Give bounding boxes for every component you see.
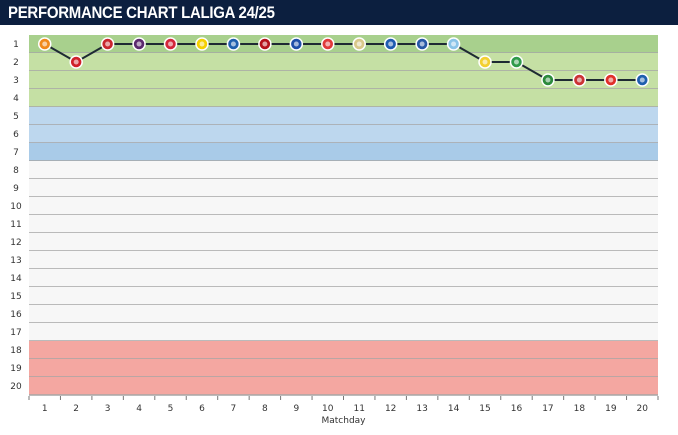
badge-detail bbox=[105, 41, 111, 47]
badge-detail bbox=[639, 77, 645, 83]
badge-detail bbox=[325, 41, 331, 47]
y-tick-label: 9 bbox=[13, 184, 19, 194]
zone-row-mid bbox=[29, 251, 658, 269]
badge-detail bbox=[168, 41, 174, 47]
zone-row-mid bbox=[29, 179, 658, 197]
header-bar: PERFORMANCE CHART LALIGA 24/25 bbox=[0, 0, 678, 25]
badge-detail bbox=[199, 41, 205, 47]
badge-detail bbox=[513, 59, 519, 65]
y-tick-label: 12 bbox=[10, 238, 21, 248]
badge-detail bbox=[293, 41, 299, 47]
zone-row-europa bbox=[29, 107, 658, 125]
zone-row-mid bbox=[29, 287, 658, 305]
y-tick-label: 13 bbox=[10, 256, 21, 266]
y-tick-label: 18 bbox=[10, 346, 22, 356]
zone-row-relegation bbox=[29, 359, 658, 377]
y-tick-label: 6 bbox=[13, 130, 19, 140]
y-tick-label: 4 bbox=[13, 94, 19, 104]
y-tick-label: 20 bbox=[10, 382, 22, 392]
zone-row-mid bbox=[29, 233, 658, 251]
badge-detail bbox=[576, 77, 582, 83]
x-tick-label: 20 bbox=[637, 404, 649, 414]
x-tick-label: 18 bbox=[574, 404, 586, 414]
x-tick-label: 5 bbox=[168, 404, 174, 414]
x-tick-label: 11 bbox=[353, 404, 364, 414]
y-tick-label: 14 bbox=[10, 274, 22, 284]
badge-detail bbox=[73, 59, 79, 65]
x-tick-label: 8 bbox=[262, 404, 268, 414]
x-tick-label: 7 bbox=[231, 404, 237, 414]
zone-row-mid bbox=[29, 161, 658, 179]
badge-detail bbox=[230, 41, 236, 47]
badge-detail bbox=[608, 77, 614, 83]
badge-detail bbox=[451, 41, 457, 47]
zone-row-relegation bbox=[29, 341, 658, 359]
x-tick-label: 13 bbox=[416, 404, 427, 414]
zone-row-relegation bbox=[29, 377, 658, 395]
badge-detail bbox=[262, 41, 268, 47]
y-tick-label: 11 bbox=[10, 220, 21, 230]
zone-row-europa bbox=[29, 143, 658, 161]
x-tick-label: 14 bbox=[448, 404, 460, 414]
y-tick-label: 3 bbox=[13, 76, 19, 86]
zone-row-champions-league bbox=[29, 89, 658, 107]
badge-detail bbox=[356, 41, 362, 47]
x-tick-label: 12 bbox=[385, 404, 396, 414]
badge-detail bbox=[136, 41, 142, 47]
x-tick-label: 15 bbox=[479, 404, 490, 414]
zone-row-mid bbox=[29, 269, 658, 287]
y-tick-label: 7 bbox=[13, 148, 19, 158]
y-tick-label: 15 bbox=[10, 292, 21, 302]
zone-row-mid bbox=[29, 215, 658, 233]
y-tick-label: 17 bbox=[10, 328, 21, 338]
y-tick-label: 8 bbox=[13, 166, 19, 176]
y-tick-label: 2 bbox=[13, 58, 19, 68]
x-tick-label: 4 bbox=[136, 404, 142, 414]
zone-row-champions-league bbox=[29, 53, 658, 71]
badge-detail bbox=[42, 41, 48, 47]
x-tick-label: 3 bbox=[105, 404, 111, 414]
x-tick-label: 6 bbox=[199, 404, 205, 414]
x-tick-label: 10 bbox=[322, 404, 334, 414]
x-axis-label: Matchday bbox=[321, 416, 366, 426]
y-tick-label: 10 bbox=[10, 202, 22, 212]
page-title: PERFORMANCE CHART LALIGA 24/25 bbox=[8, 3, 275, 22]
y-tick-label: 19 bbox=[10, 364, 22, 374]
x-tick-label: 19 bbox=[605, 404, 617, 414]
badge-detail bbox=[545, 77, 551, 83]
x-tick-label: 9 bbox=[293, 404, 299, 414]
zone-row-mid bbox=[29, 197, 658, 215]
badge-detail bbox=[388, 41, 394, 47]
badge-detail bbox=[482, 59, 488, 65]
zone-row-mid bbox=[29, 305, 658, 323]
y-tick-label: 5 bbox=[13, 112, 19, 122]
x-tick-label: 1 bbox=[42, 404, 48, 414]
x-tick-label: 2 bbox=[73, 404, 79, 414]
y-tick-label: 16 bbox=[10, 310, 22, 320]
zone-row-champions-league bbox=[29, 71, 658, 89]
badge-detail bbox=[419, 41, 425, 47]
y-tick-label: 1 bbox=[13, 40, 19, 50]
x-tick-label: 17 bbox=[542, 404, 553, 414]
zone-row-europa bbox=[29, 125, 658, 143]
x-tick-label: 16 bbox=[511, 404, 523, 414]
zone-row-mid bbox=[29, 323, 658, 341]
